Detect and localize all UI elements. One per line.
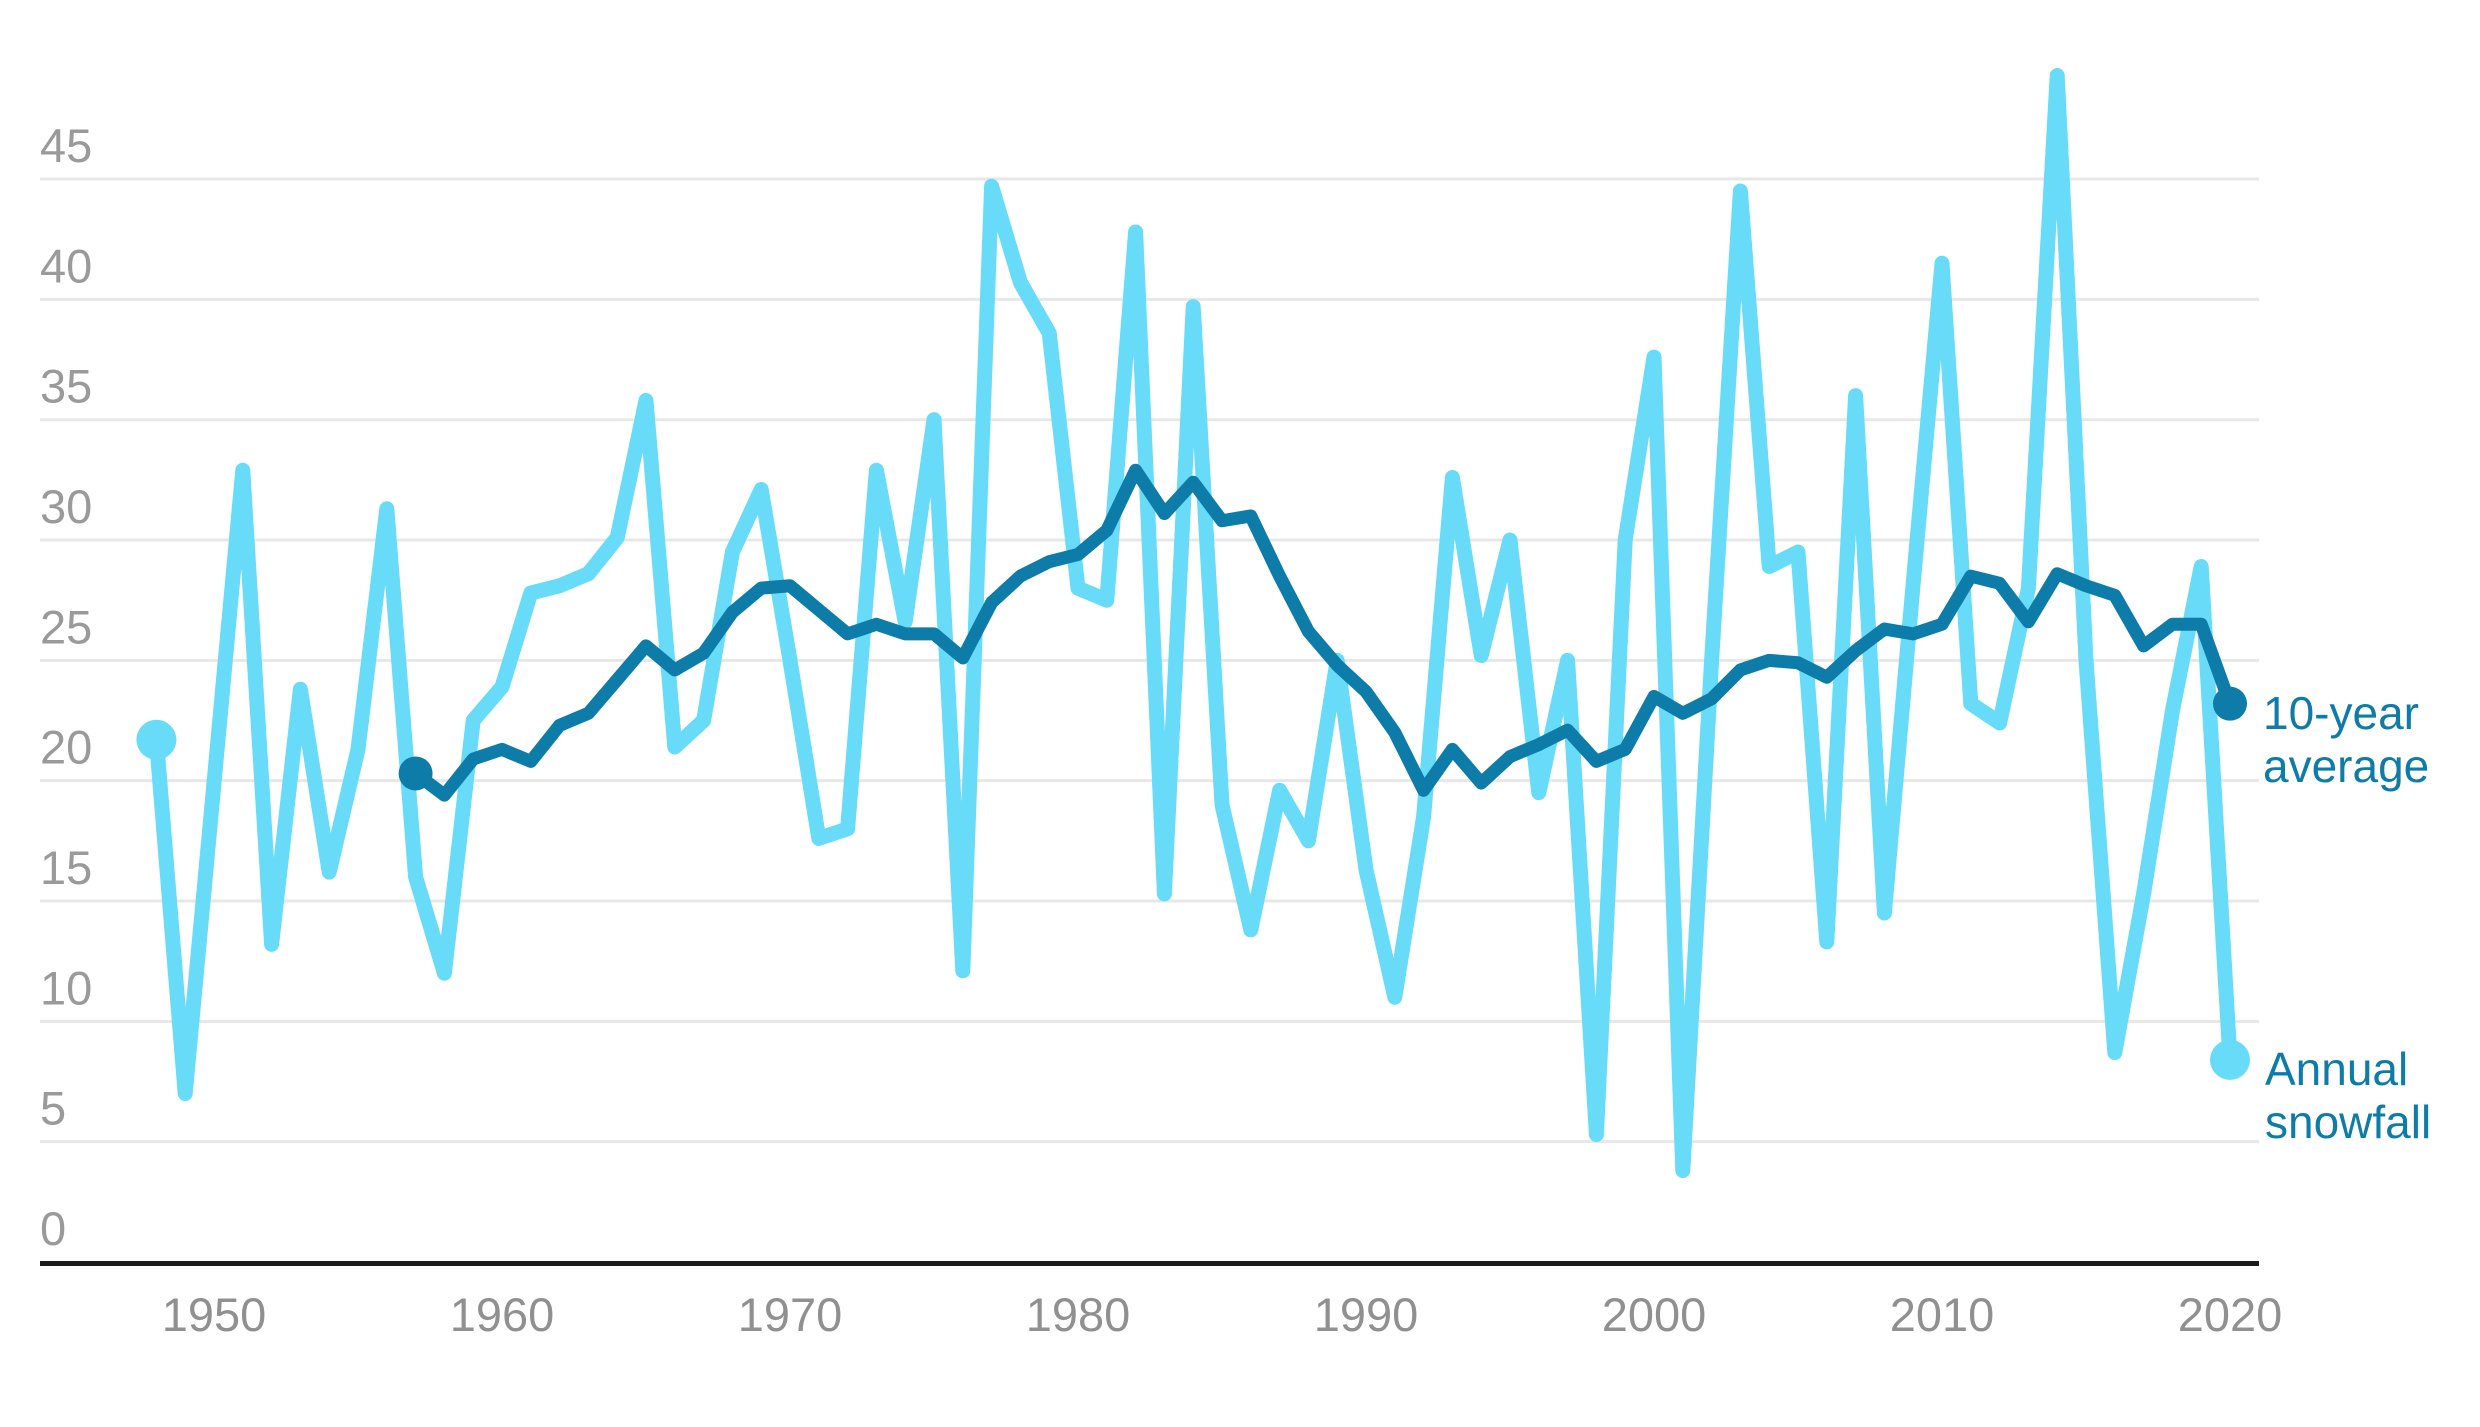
line-10-year-average <box>409 463 2237 802</box>
x-axis-tick-1970: 1970 <box>738 1288 843 1341</box>
x-axis-tick-1960: 1960 <box>450 1288 555 1341</box>
y-axis-tick-10: 10 <box>40 961 92 1014</box>
ten-year-average-series <box>398 463 2247 802</box>
legend-annual-snowfall-line2: snowfall <box>2265 1096 2431 1148</box>
legend-10-year-average-line2: average <box>2263 740 2429 792</box>
y-axis-tick-40: 40 <box>40 239 92 292</box>
x-axis-tick-1980: 1980 <box>1026 1288 1131 1341</box>
y-axis-tick-35: 35 <box>40 360 92 413</box>
legend-annual-snowfall-line1: Annual <box>2265 1043 2408 1095</box>
x-axis-tick-1950: 1950 <box>162 1288 267 1341</box>
dot-end-2020 <box>2213 686 2247 721</box>
x-axis-tick-1990: 1990 <box>1314 1288 1419 1341</box>
y-axis-tick-25: 25 <box>40 600 92 653</box>
x-axis-labels: 1950 1960 1970 1980 1990 2000 2010 2020 <box>162 1288 2283 1341</box>
line-annual-snowfall <box>148 68 2238 1179</box>
y-axis-tick-15: 15 <box>40 841 92 894</box>
x-axis-line <box>40 1261 2259 1266</box>
x-axis-baseline <box>40 1261 2259 1266</box>
x-axis-tick-2000: 2000 <box>1602 1288 1707 1341</box>
dot-start-1948 <box>136 719 177 760</box>
y-axis-tick-5: 5 <box>40 1082 66 1135</box>
y-axis-tick-20: 20 <box>40 721 92 774</box>
dot-end-2020 <box>2210 1039 2250 1080</box>
x-axis-tick-2010: 2010 <box>1890 1288 1995 1341</box>
y-axis-tick-30: 30 <box>40 480 92 533</box>
legend-10-year-average-line1: 10-year <box>2263 687 2419 739</box>
dot-start-1957 <box>398 756 433 791</box>
x-axis-tick-2020: 2020 <box>2178 1288 2283 1341</box>
legend: 10-year average Annual snowfall <box>2263 687 2431 1148</box>
annual-snowfall-series <box>136 68 2250 1179</box>
y-axis-tick-0: 0 <box>40 1202 66 1255</box>
y-axis-tick-45: 45 <box>40 119 92 172</box>
y-axis-labels: 0 5 10 15 20 25 30 35 40 45 <box>40 119 92 1255</box>
